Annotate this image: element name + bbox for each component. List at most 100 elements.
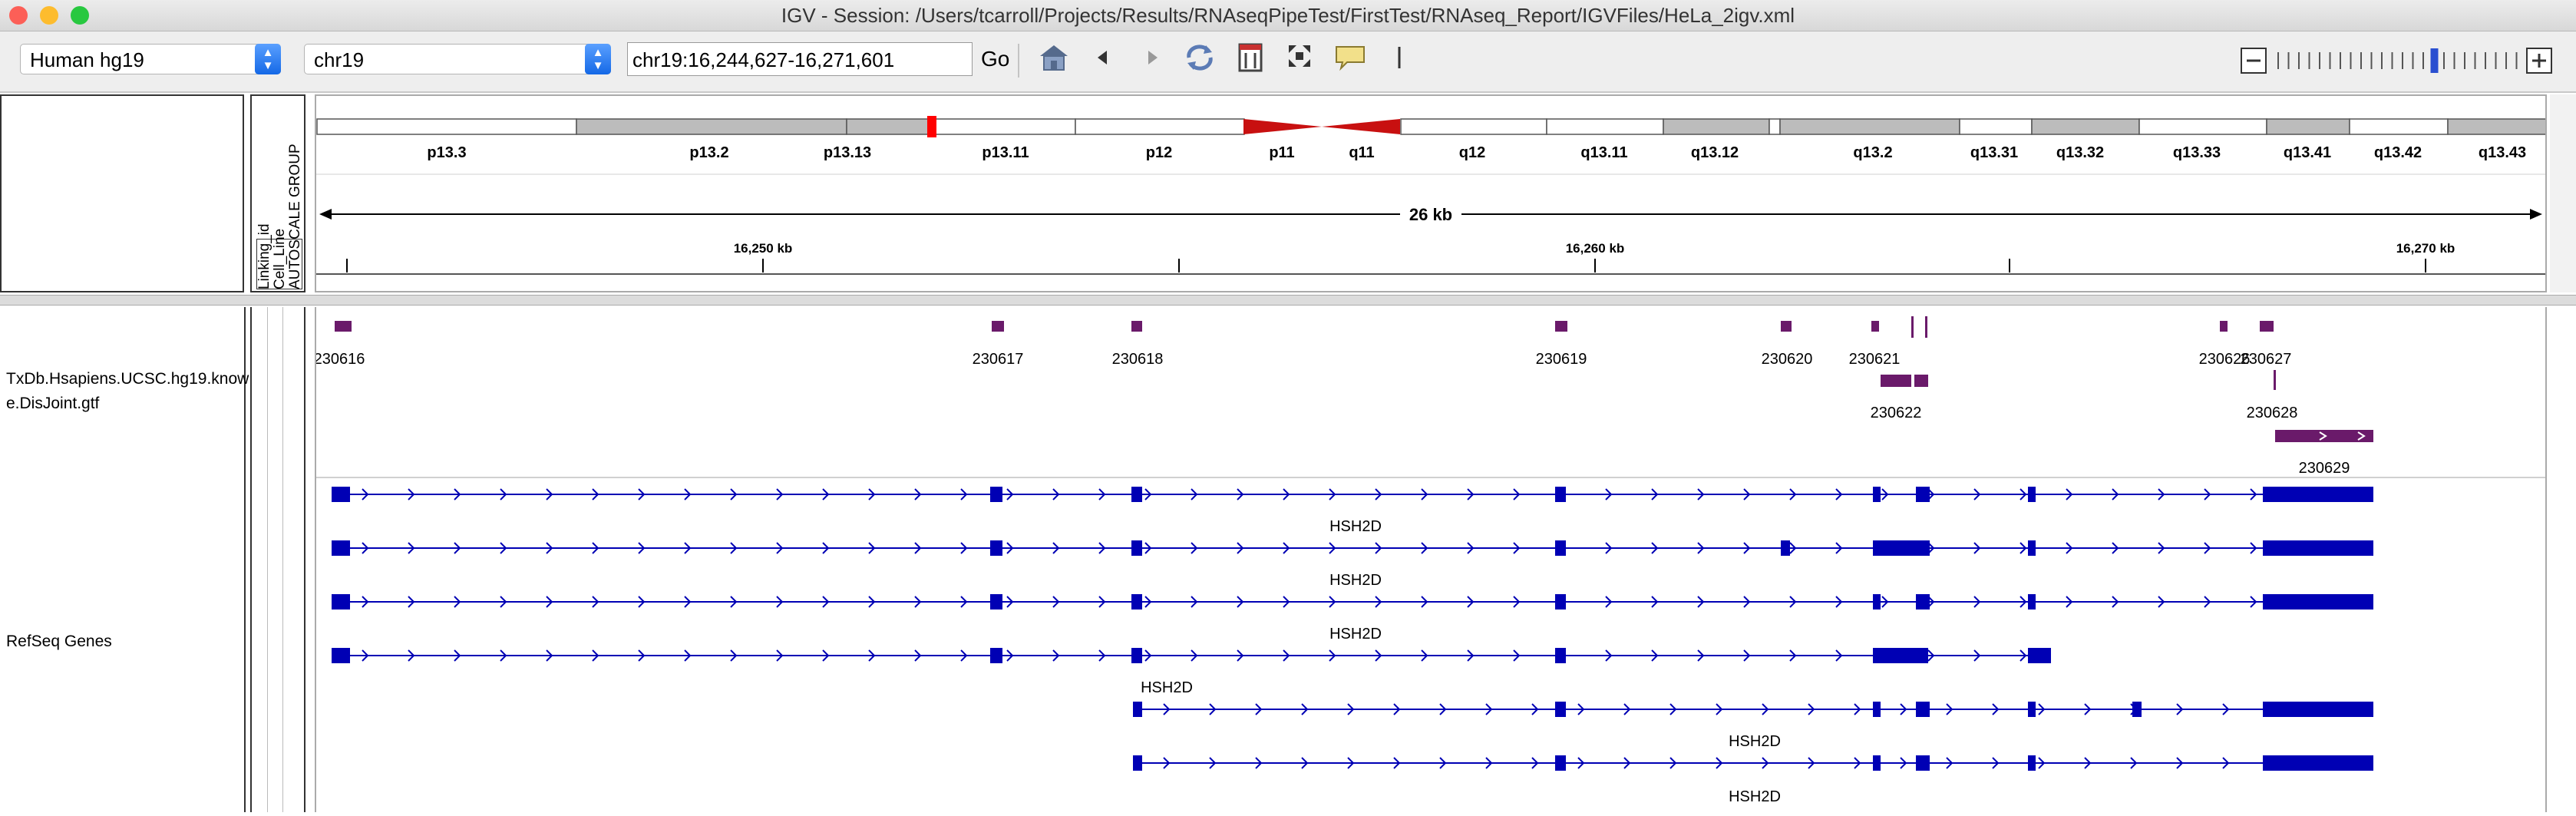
minimize-window-button[interactable] [40,6,58,25]
refseq-track[interactable]: HSH2D HSH2D HSH2D HSH2D HSH2D HSH2D [332,487,2373,805]
gtf-feature[interactable] [1914,375,1928,387]
strand-arrow-icon [1255,757,1263,769]
gtf-track[interactable]: 230616 230617 230618 230619 230620 230621 2306… [314,316,2373,477]
strand-arrow-icon [1347,757,1355,769]
region-of-interest-icon[interactable] [1231,42,1270,79]
strand-arrow-icon [1743,596,1751,608]
strand-arrow-icon [1283,542,1290,554]
back-icon[interactable] [1084,42,1122,79]
strand-arrow-icon [914,649,922,662]
gtf-feature[interactable] [992,321,1004,332]
attribute-column-autoscale-group[interactable]: AUTOSCALE GROUP [287,144,303,289]
strand-arrow-icon [1835,488,1843,501]
strand-arrow-icon [1237,649,1244,662]
strand-arrow-icon [822,596,830,608]
band-label: q12 [1459,144,1485,161]
panel-divider[interactable] [0,295,2576,306]
ideogram-ruler[interactable]: p13.3 p13.2 p13.13 p13.11 p12 p11 q11 q12 q13.11… [316,96,2547,291]
strand-arrow-icon [500,488,507,501]
gtf-feature[interactable] [2275,430,2373,442]
refseq-transcript[interactable]: HSH2D [332,626,2051,663]
strand-arrow-icon [1651,488,1659,501]
gtf-feature-label: 230616 [316,351,365,368]
zoom-slider[interactable] [2277,48,2518,73]
ruler-tick-label: 16,250 kb [734,241,793,256]
strand-arrow-icon [730,488,738,501]
exon [2263,702,2373,717]
refseq-transcript[interactable] [332,487,2373,502]
header-name-panel [0,94,244,292]
strand-arrow-icon [868,542,876,554]
genome-select[interactable]: Human hg19 ▲ ▼ [20,44,281,74]
exon [1873,487,1881,502]
gtf-feature-label: 230620 [1762,351,1813,368]
zoom-window-button[interactable] [71,6,89,25]
strand-arrow-icon [1973,596,1981,608]
attribute-column-linking-id[interactable]: Linking_id [256,223,272,289]
gtf-feature-label: 230619 [1536,351,1587,368]
zoom-widget[interactable] [2240,47,2555,74]
zoom-out-icon[interactable] [2241,48,2267,74]
ruler-line-icon[interactable] [1380,42,1418,79]
strand-arrow-icon [2250,596,2257,608]
chromosome-value: chr19 [314,48,365,71]
chromosome-select[interactable]: chr19 ▲ ▼ [304,44,611,74]
refseq-track-name[interactable]: RefSeq Genes [6,633,112,650]
gtf-feature[interactable] [1781,321,1792,332]
go-button[interactable]: Go [981,47,1010,71]
gtf-track-name-line2[interactable]: e.DisJoint.gtf [6,395,100,412]
strand-arrow-icon [1421,488,1428,501]
refseq-transcript[interactable]: HSH2D [332,572,2373,610]
zoom-in-icon[interactable] [2526,48,2552,74]
gtf-feature[interactable] [2274,370,2276,390]
zoom-thumb[interactable] [2430,48,2439,73]
gtf-feature-label: 230628 [2247,405,2298,421]
home-icon[interactable] [1035,42,1073,79]
gtf-feature[interactable] [1555,321,1567,332]
exon [2263,540,2373,556]
strand-arrow-icon [1669,757,1677,769]
strand-arrow-icon [592,542,599,554]
strand-arrow-icon [1973,649,1981,662]
strand-arrow-icon [1052,488,1060,501]
gtf-feature[interactable] [335,321,352,332]
strand-arrow-icon [638,649,646,662]
refresh-icon[interactable] [1181,42,1219,79]
track-attribute-panel [250,307,305,812]
exon [1781,540,1790,556]
strand-arrow-icon [546,596,553,608]
data-panel[interactable]: 230616 230617 230618 230619 230620 230621 2306… [314,307,2547,812]
strand-arrow-icon [1191,488,1198,501]
strand-arrow-icon [1329,488,1336,501]
exon [1131,648,1142,663]
gtf-feature[interactable] [1925,316,1927,338]
refseq-transcript[interactable]: HSH2D [332,518,2373,556]
strand-arrow-icon [1854,757,1861,769]
popup-text-icon[interactable] [1331,42,1369,79]
forward-icon[interactable] [1133,42,1171,79]
gtf-feature[interactable] [1881,375,1911,387]
strand-arrow-icon [2112,596,2119,608]
refseq-transcript[interactable]: HSH2D [1133,733,2373,771]
exon [1873,755,1881,771]
strand-arrow-icon [1605,542,1613,554]
gtf-track-name-line1[interactable]: TxDb.Hsapiens.UCSC.hg19.know [6,370,249,388]
refseq-transcript[interactable]: HSH2D [1133,679,2373,717]
strand-arrow-icon [1375,542,1382,554]
strand-arrow-icon [960,649,968,662]
gtf-feature[interactable] [2220,321,2228,332]
locus-input[interactable]: chr19:16,244,627-16,271,601 [627,42,973,76]
gtf-feature-label: 230629 [2299,460,2350,477]
gtf-feature[interactable] [1871,321,1879,332]
close-window-button[interactable] [9,6,28,25]
strand-arrow-icon [1992,757,2000,769]
gtf-feature[interactable] [1911,316,1914,338]
gtf-feature[interactable] [1131,321,1142,332]
gtf-feature[interactable] [2260,321,2274,332]
chromosome-ideogram[interactable]: p13.3 p13.2 p13.13 p13.11 p12 p11 q11 q12 q13.11… [316,116,2547,161]
resize-icon[interactable] [1280,42,1319,79]
ruler[interactable]: 26 kb 16,250 kb 16,260 kb 16,270 kb [316,203,2545,275]
strand-arrow-icon [1467,649,1475,662]
strand-arrow-icon [2020,596,2027,608]
attribute-column-cell-line[interactable]: Cell_Line [272,228,288,289]
